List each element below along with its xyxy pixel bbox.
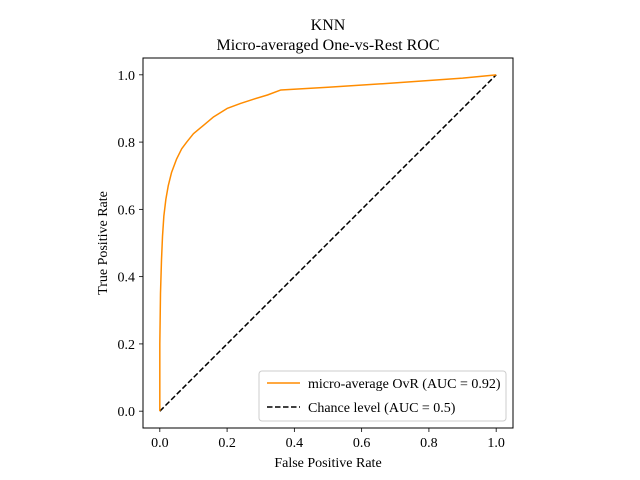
x-axis-ticks: 0.0 0.2 0.4 0.6 0.8 1.0 [151,428,505,451]
x-tick-label: 0.2 [218,436,236,451]
chart-subtitle: Micro-averaged One-vs-Rest ROC [216,37,439,54]
legend-label-roc: micro-average OvR (AUC = 0.92) [308,377,501,392]
chance-level-line [159,74,497,412]
roc-curve-line [159,74,497,412]
x-tick-label: 1.0 [487,436,505,451]
legend: micro-average OvR (AUC = 0.92) Chance le… [258,370,507,422]
x-tick-label: 0.8 [420,436,438,451]
y-tick-label: 0.8 [118,136,136,151]
x-axis-label: False Positive Rate [274,456,381,471]
x-tick-label: 0.0 [151,436,169,451]
plot-area [159,74,497,412]
axes-frame [142,57,514,429]
y-tick-label: 0.2 [118,338,136,353]
y-axis-label: True Positive Rate [96,191,111,295]
y-tick-label: 0.4 [118,271,136,286]
y-tick-label: 0.0 [118,405,136,420]
x-tick-label: 0.4 [286,436,304,451]
legend-label-chance: Chance level (AUC = 0.5) [308,401,456,416]
legend-frame [258,370,507,422]
y-tick-label: 0.6 [118,203,136,218]
chart-title: KNN [311,17,346,34]
x-tick-label: 0.6 [353,436,371,451]
y-tick-label: 1.0 [118,69,136,84]
y-axis-ticks: 0.0 0.2 0.4 0.6 0.8 1.0 [118,69,143,420]
